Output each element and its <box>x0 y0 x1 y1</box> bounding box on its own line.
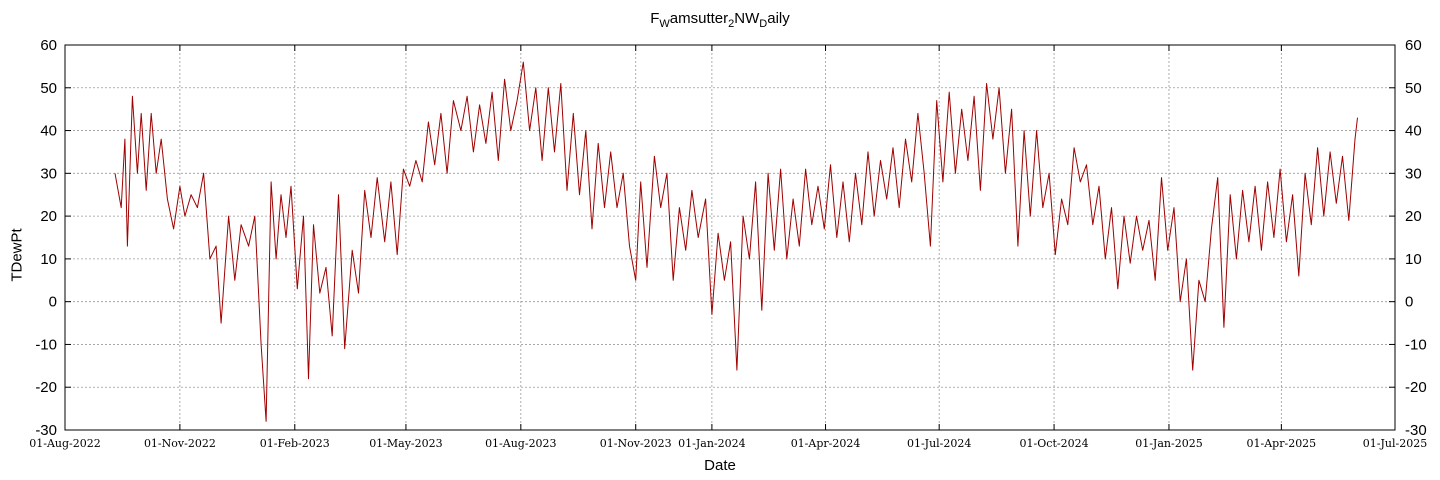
grid-lines <box>65 45 1395 430</box>
x-tick-label: 01-Aug-2022 <box>29 437 101 450</box>
y-tick-label-right: 30 <box>1405 165 1422 182</box>
x-tick-label: 01-Jul-2025 <box>1363 437 1427 450</box>
chart-title: FWamsutter2NWDaily <box>650 10 790 30</box>
x-tick-label: 01-Oct-2024 <box>1020 437 1089 450</box>
y-tick-label-left: 0 <box>49 294 57 311</box>
y-tick-label-left: 50 <box>40 80 57 97</box>
y-tick-label-left: 60 <box>40 37 57 54</box>
y-tick-label-left: -30 <box>35 422 57 439</box>
y-tick-labels-left: -30 -20 -10 0 10 20 30 40 50 60 <box>35 37 57 439</box>
y-tick-label-right: -30 <box>1405 422 1427 439</box>
series-line <box>114 61 1358 422</box>
y-tick-label-left: -20 <box>35 379 57 396</box>
x-tick-label: 01-May-2023 <box>369 437 442 450</box>
y-tick-labels-right: -30 -20 -10 0 10 20 30 40 50 60 <box>1405 37 1427 439</box>
y-tick-label-left: 30 <box>40 165 57 182</box>
y-tick-label-right: -10 <box>1405 336 1427 353</box>
y-tick-label-left: 40 <box>40 123 57 140</box>
x-axis-label: Date <box>704 457 736 474</box>
plot-frame <box>64 44 1396 431</box>
y-tick-label-right: 50 <box>1405 80 1422 97</box>
y-tick-label-right: 0 <box>1405 294 1413 311</box>
axis-ticks <box>64 44 1396 431</box>
x-tick-label: 01-Jan-2025 <box>1135 437 1202 450</box>
y-tick-label-left: 20 <box>40 208 57 225</box>
x-tick-label: 01-Nov-2023 <box>600 437 672 450</box>
y-tick-label-right: 60 <box>1405 37 1422 54</box>
x-tick-label: 01-Jul-2024 <box>907 437 971 450</box>
x-tick-label: 01-Jan-2024 <box>678 437 745 450</box>
y-tick-label-left: -10 <box>35 336 57 353</box>
y-tick-label-right: -20 <box>1405 379 1427 396</box>
x-tick-label: 01-Apr-2024 <box>791 437 861 450</box>
x-tick-label: 01-Aug-2023 <box>485 437 557 450</box>
y-tick-label-right: 20 <box>1405 208 1422 225</box>
x-tick-label: 01-Feb-2023 <box>260 437 330 450</box>
x-tick-labels: 01-Aug-2022 01-Nov-2022 01-Feb-2023 01-May-… <box>29 437 1427 450</box>
y-tick-label-left: 10 <box>40 251 57 268</box>
series-layer <box>114 61 1358 422</box>
x-tick-label: 01-Apr-2025 <box>1247 437 1317 450</box>
y-tick-label-right: 40 <box>1405 123 1422 140</box>
y-tick-label-right: 10 <box>1405 251 1422 268</box>
x-tick-label: 01-Nov-2022 <box>144 437 216 450</box>
